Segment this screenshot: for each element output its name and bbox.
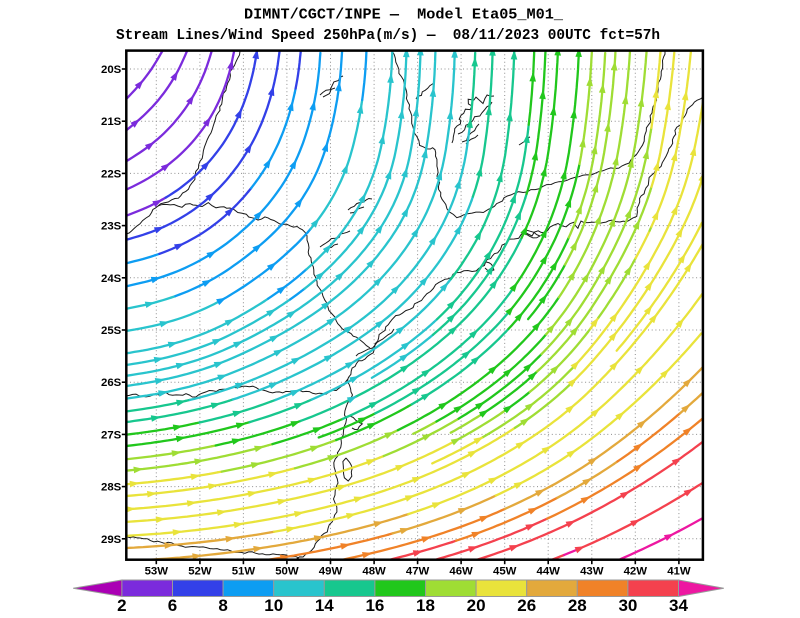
svg-text:45W: 45W [493,566,517,578]
svg-text:18: 18 [416,596,435,615]
svg-text:52W: 52W [188,566,212,578]
svg-text:28: 28 [568,596,587,615]
svg-text:48W: 48W [362,566,386,578]
svg-text:6: 6 [168,596,177,615]
svg-text:8: 8 [218,596,227,615]
svg-text:26: 26 [517,596,536,615]
svg-text:51W: 51W [232,566,256,578]
svg-text:50W: 50W [275,566,299,578]
svg-text:53W: 53W [145,566,169,578]
svg-text:42W: 42W [624,566,648,578]
svg-text:49W: 49W [319,566,343,578]
svg-text:2: 2 [117,596,126,615]
svg-text:41W: 41W [667,566,691,578]
svg-text:10: 10 [264,596,283,615]
svg-text:23S: 23S [101,221,122,233]
svg-text:43W: 43W [580,566,604,578]
svg-text:29S: 29S [101,534,122,546]
svg-text:21S: 21S [101,116,122,128]
svg-text:14: 14 [315,596,334,615]
svg-text:47W: 47W [406,566,430,578]
svg-text:34: 34 [669,596,688,615]
svg-text:30: 30 [618,596,637,615]
svg-text:25S: 25S [101,325,122,337]
svg-text:46W: 46W [449,566,473,578]
svg-text:20: 20 [467,596,486,615]
svg-text:22S: 22S [101,168,122,180]
svg-text:20S: 20S [101,64,122,76]
svg-text:DIMNT/CGCT/INPE — Model Eta05: DIMNT/CGCT/INPE — Model Eta05_M01_ [244,6,564,24]
svg-text:26S: 26S [101,377,122,389]
svg-text:28S: 28S [101,482,122,494]
svg-text:16: 16 [365,596,384,615]
svg-text:44W: 44W [536,566,560,578]
svg-text:Stream Lines/Wind Speed 250hPa: Stream Lines/Wind Speed 250hPa(m/s) — 08… [116,28,660,44]
svg-text:27S: 27S [101,429,122,441]
svg-text:24S: 24S [101,273,122,285]
